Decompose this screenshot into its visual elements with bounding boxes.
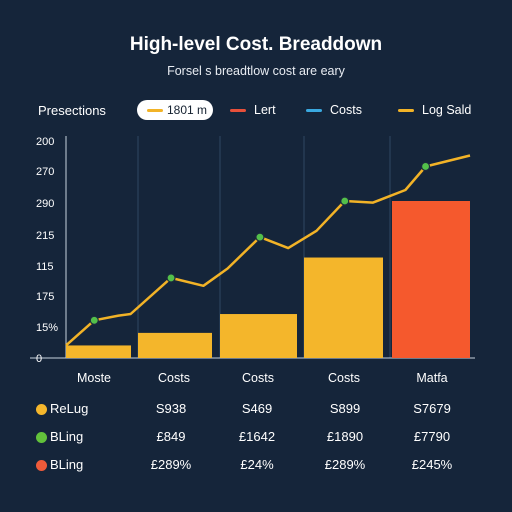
legend-swatch [398, 109, 414, 112]
line-marker [340, 196, 350, 206]
chart-subtitle: Forsel s breadtlow cost are eary [167, 64, 345, 78]
bar [392, 201, 470, 358]
table-cell: £289% [324, 457, 366, 472]
chart-title: High-level Cost. Breaddown [129, 34, 383, 55]
table-cell: S469 [241, 401, 273, 416]
table-row: ReLug S938 S469 S899 S7679 [0, 400, 512, 420]
row-color-dot [36, 460, 47, 471]
legend-item-1801m[interactable]: 1801 m [137, 100, 213, 120]
y-tick-label: 270 [36, 166, 54, 178]
table-cell: £289% [150, 457, 192, 472]
legend: Presections 1801 m Lert Costs Log Sald [0, 100, 512, 122]
table-cell: S899 [329, 401, 361, 416]
x-tick-label: Costs [242, 371, 274, 385]
x-tick-label: Costs [158, 371, 190, 385]
table-cell: £7790 [413, 429, 451, 444]
row-label: BLing [50, 457, 84, 472]
row-color-dot [36, 432, 47, 443]
bar [138, 332, 212, 358]
table-cell: £24% [240, 457, 274, 472]
legend-label: Lert [254, 103, 276, 117]
chart-plot: 200 270 290 215 115 175 15% 0 Moste Costs Costs Cos… [30, 136, 475, 385]
line-marker [420, 161, 431, 172]
table-cell: S7679 [413, 401, 451, 416]
y-tick-label: 115 [36, 261, 54, 273]
legend-label: 1801 m [167, 103, 208, 117]
x-tick-label: Matfa [416, 371, 447, 385]
table-row: BLing £289% £24% £289% £245% [0, 456, 512, 476]
table-cell: £849 [156, 429, 186, 444]
legend-swatch [230, 109, 246, 112]
row-label: BLing [50, 429, 84, 444]
bar [304, 257, 383, 358]
table-cell: S938 [155, 401, 187, 416]
y-tick-label: 200 [36, 136, 54, 148]
y-tick-label: 15% [36, 322, 58, 334]
table-cell: £1890 [326, 429, 364, 444]
legend-swatch [306, 109, 322, 112]
y-tick-label: 215 [36, 230, 54, 242]
y-tick-label: 175 [36, 291, 54, 303]
y-tick-label: 290 [36, 198, 54, 210]
row-color-dot [36, 404, 47, 415]
line-marker [89, 315, 99, 325]
table-cell: £245% [411, 457, 453, 472]
legend-label: Log Sald [422, 103, 472, 117]
x-tick-label: Costs [328, 371, 360, 385]
x-tick-label: Moste [77, 371, 111, 385]
row-label: ReLug [50, 401, 89, 416]
table-row: BLing £849 £1642 £1890 £7790 [0, 428, 512, 448]
legend-prefix: Presections [38, 103, 106, 118]
y-tick-label: 0 [36, 353, 42, 365]
line-marker [255, 232, 265, 242]
legend-swatch [147, 109, 163, 112]
bar [220, 314, 297, 358]
legend-label: Costs [330, 103, 362, 117]
line-marker [166, 273, 176, 283]
table-cell: £1642 [238, 429, 276, 444]
bar [66, 345, 131, 358]
